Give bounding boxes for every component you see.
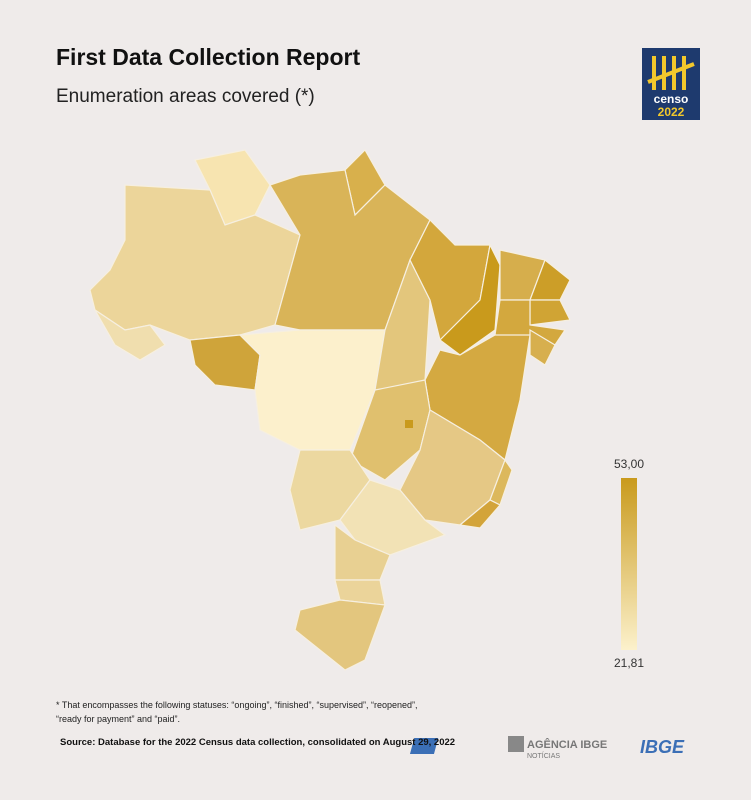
logo: censo 2022 [642, 48, 700, 120]
state [294, 599, 386, 671]
brazil-map [89, 149, 571, 671]
title: First Data Collection Report [56, 44, 361, 70]
state [94, 309, 166, 361]
agency-sub: NOTÍCIAS [527, 751, 560, 760]
source: Source: Database for the 2022 Census dat… [60, 737, 456, 748]
legend-max: 53,00 [614, 457, 644, 471]
state [458, 499, 501, 529]
footer-logos: AGÊNCIA IBGE NOTÍCIAS IBGE [409, 736, 685, 760]
legend-min: 21,81 [614, 656, 644, 670]
state [529, 299, 571, 326]
logo-year: 2022 [658, 105, 685, 119]
state [529, 328, 556, 366]
state [89, 184, 301, 341]
subtitle: Enumeration areas covered (*) [56, 86, 315, 107]
agency: AGÊNCIA IBGE [527, 738, 607, 751]
state [334, 523, 391, 581]
brand: IBGE [640, 737, 685, 757]
logo-text: censo [654, 92, 689, 106]
state [405, 420, 413, 428]
legend-gradient [621, 478, 637, 650]
footnote: * That encompasses the following statuse… [56, 700, 418, 724]
